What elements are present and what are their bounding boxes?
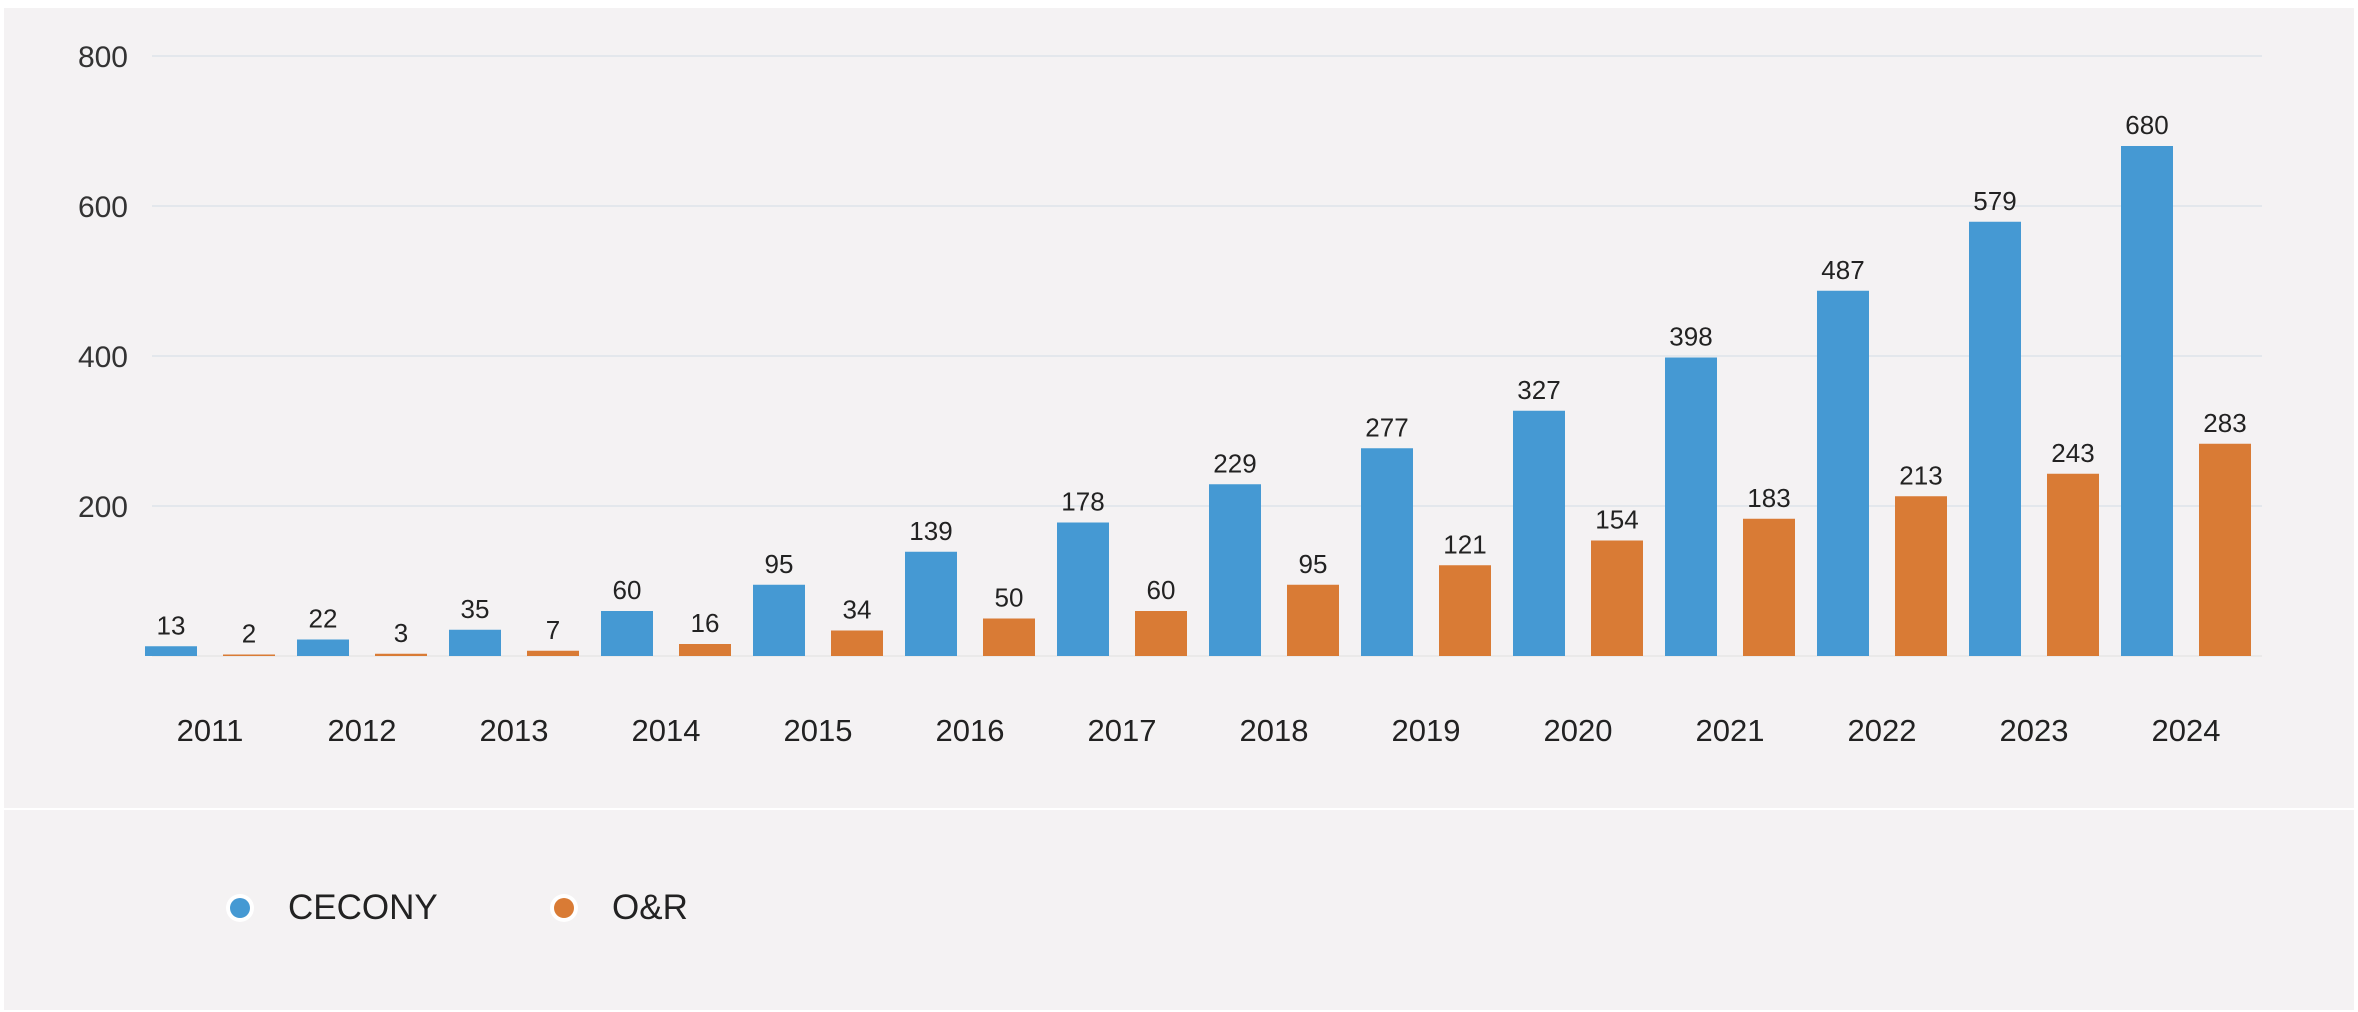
bar-chart: 200 400 600 800 13 2 2011 22 3 2012 35 7 2013 60 16 201… <box>78 41 2262 748</box>
data-label-series-2-2012: 3 <box>394 618 408 648</box>
bar-series-1-2011 <box>145 646 197 656</box>
x-tick-label-2018: 2018 <box>1240 713 1309 748</box>
bar-series-2-2018 <box>1287 584 1339 656</box>
bar-series-1-2018 <box>1209 484 1261 656</box>
bar-series-1-2021 <box>1665 357 1717 656</box>
data-label-series-2-2023: 243 <box>2051 438 2094 468</box>
data-label-series-2-2022: 213 <box>1899 460 1942 490</box>
x-tick-label-2021: 2021 <box>1696 713 1765 748</box>
x-tick-label-2016: 2016 <box>936 713 1005 748</box>
y-tick-label-200: 200 <box>78 491 128 524</box>
x-tick-label-2013: 2013 <box>480 713 549 748</box>
bar-series-1-2020 <box>1513 410 1565 656</box>
data-label-series-1-2017: 178 <box>1061 487 1104 517</box>
y-tick-label-600: 600 <box>78 191 128 224</box>
data-label-series-1-2015: 95 <box>765 549 794 579</box>
data-label-series-2-2018: 95 <box>1299 549 1328 579</box>
x-tick-label-2022: 2022 <box>1848 713 1917 748</box>
bar-series-1-2012 <box>297 639 349 656</box>
bar-series-2-2016 <box>983 618 1035 656</box>
chart-panel: 200 400 600 800 13 2 2011 22 3 2012 35 7 2013 60 16 201… <box>4 8 2354 808</box>
legend-item-series-2[interactable]: O&R <box>554 888 688 928</box>
data-label-series-2-2019: 121 <box>1443 529 1486 559</box>
legend-item-series-1[interactable]: CECONY <box>230 888 438 928</box>
x-tick-label-2023: 2023 <box>2000 713 2069 748</box>
bar-series-1-2022 <box>1817 290 1869 656</box>
data-label-series-2-2013: 7 <box>546 615 560 645</box>
data-label-series-1-2011: 13 <box>157 610 186 640</box>
bar-series-1-2015 <box>753 584 805 656</box>
data-label-series-1-2021: 398 <box>1669 322 1712 352</box>
data-label-series-1-2016: 139 <box>909 516 952 546</box>
bar-series-1-2013 <box>449 629 501 656</box>
bar-series-2-2017 <box>1135 611 1187 656</box>
legend-label-series-1: CECONY <box>288 888 438 927</box>
data-label-series-1-2018: 229 <box>1213 448 1256 478</box>
data-label-series-1-2024: 680 <box>2125 110 2168 140</box>
bar-series-1-2019 <box>1361 448 1413 656</box>
bar-series-1-2014 <box>601 611 653 656</box>
bar-series-2-2022 <box>1895 496 1947 656</box>
data-label-series-2-2021: 183 <box>1747 483 1790 513</box>
legend: CECONY O&R <box>4 810 2354 1010</box>
bar-series-2-2024 <box>2199 443 2251 656</box>
bar-series-1-2017 <box>1057 522 1109 656</box>
bar-series-1-2024 <box>2121 146 2173 656</box>
data-label-series-2-2016: 50 <box>995 583 1024 613</box>
series-1-dot-icon <box>230 898 250 918</box>
x-tick-label-2012: 2012 <box>328 713 397 748</box>
data-label-series-1-2023: 579 <box>1973 186 2016 216</box>
data-label-series-1-2022: 487 <box>1821 255 1864 285</box>
data-label-series-2-2024: 283 <box>2203 408 2246 438</box>
bar-series-2-2013 <box>527 650 579 656</box>
series-2-dot-icon <box>554 898 574 918</box>
data-label-series-2-2011: 2 <box>242 619 256 649</box>
bar-series-2-2012 <box>375 653 427 656</box>
x-tick-label-2014: 2014 <box>632 713 701 748</box>
legend-label-series-2: O&R <box>612 888 688 927</box>
y-tick-label-800: 800 <box>78 41 128 74</box>
x-tick-label-2015: 2015 <box>784 713 853 748</box>
x-tick-label-2019: 2019 <box>1392 713 1461 748</box>
x-tick-label-2017: 2017 <box>1088 713 1157 748</box>
data-label-series-1-2012: 22 <box>309 604 338 634</box>
bar-series-1-2023 <box>1969 221 2021 656</box>
data-label-series-1-2019: 277 <box>1365 412 1408 442</box>
bar-series-2-2014 <box>679 644 731 656</box>
x-tick-label-2020: 2020 <box>1544 713 1613 748</box>
data-label-series-1-2014: 60 <box>613 575 642 605</box>
y-tick-label-400: 400 <box>78 341 128 374</box>
bar-series-2-2011 <box>223 654 275 656</box>
bar-series-2-2020 <box>1591 540 1643 656</box>
bar-series-2-2023 <box>2047 473 2099 656</box>
bar-series-2-2019 <box>1439 565 1491 656</box>
data-label-series-2-2017: 60 <box>1147 575 1176 605</box>
data-label-series-1-2013: 35 <box>461 594 490 624</box>
data-label-series-2-2020: 154 <box>1595 505 1638 535</box>
bar-series-2-2015 <box>831 630 883 656</box>
x-tick-label-2024: 2024 <box>2152 713 2221 748</box>
x-tick-label-2011: 2011 <box>177 713 244 748</box>
data-label-series-2-2014: 16 <box>691 608 720 638</box>
data-label-series-2-2015: 34 <box>843 595 872 625</box>
bar-series-1-2016 <box>905 551 957 656</box>
bar-series-2-2021 <box>1743 518 1795 656</box>
data-label-series-1-2020: 327 <box>1517 375 1560 405</box>
